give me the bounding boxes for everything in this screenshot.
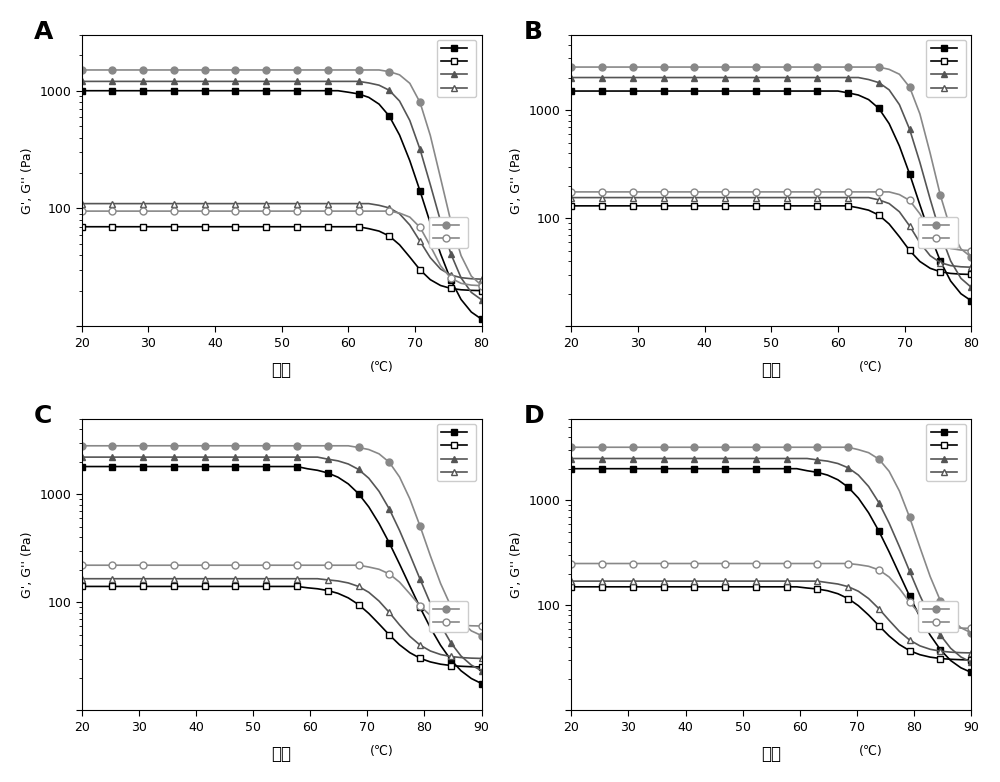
Text: (℃): (℃) [859, 745, 883, 759]
Text: A: A [34, 20, 53, 44]
Y-axis label: G', G'' (Pa): G', G'' (Pa) [21, 531, 34, 597]
Text: (℃): (℃) [370, 361, 393, 375]
Legend: , : , [918, 217, 958, 248]
Y-axis label: G', G'' (Pa): G', G'' (Pa) [510, 531, 523, 597]
Text: D: D [523, 404, 544, 428]
Legend: , : , [429, 601, 468, 632]
Text: 温度: 温度 [272, 361, 292, 379]
Y-axis label: G', G'' (Pa): G', G'' (Pa) [510, 147, 523, 213]
Text: (℃): (℃) [370, 745, 393, 759]
Legend: , : , [918, 601, 958, 632]
Text: 温度: 温度 [272, 745, 292, 763]
Text: 温度: 温度 [761, 361, 781, 379]
Text: B: B [523, 20, 542, 44]
Legend: , : , [429, 217, 468, 248]
Text: 温度: 温度 [761, 745, 781, 763]
Y-axis label: G', G'' (Pa): G', G'' (Pa) [21, 147, 34, 213]
Text: C: C [34, 404, 52, 428]
Text: (℃): (℃) [859, 361, 883, 375]
